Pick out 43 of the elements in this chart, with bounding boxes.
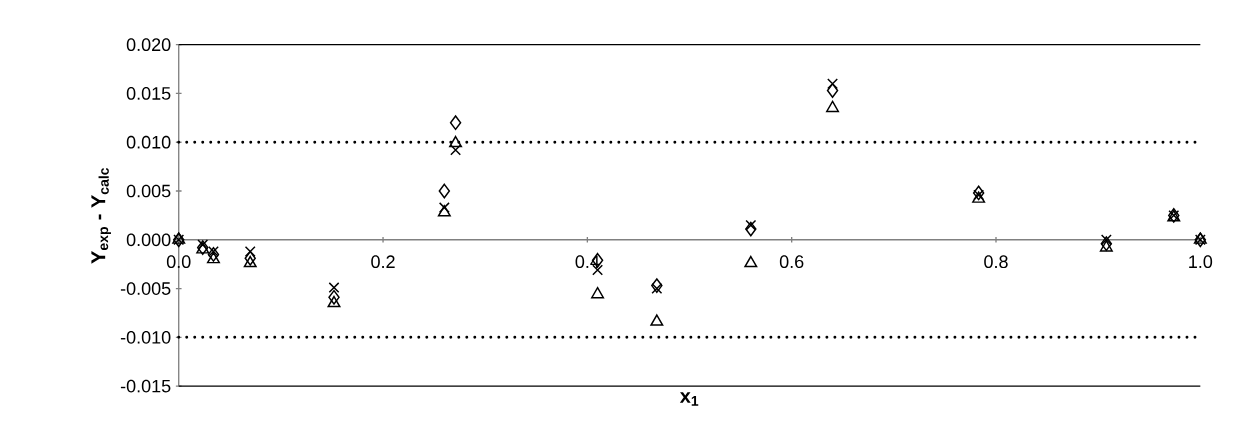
x-tick-label: 0.0 xyxy=(166,255,191,269)
x-tick-label: 0.8 xyxy=(984,255,1008,269)
point xyxy=(328,289,340,305)
point xyxy=(745,219,757,231)
y-tick-label: 0.015 xyxy=(126,87,171,100)
y-tick-label: 0.010 xyxy=(126,135,171,149)
point xyxy=(972,185,985,201)
y-tick-label: -0.015 xyxy=(120,379,171,393)
point xyxy=(243,255,257,268)
point xyxy=(1100,236,1113,252)
point xyxy=(591,286,605,299)
point xyxy=(438,183,451,199)
point xyxy=(651,283,663,294)
point xyxy=(651,278,663,293)
point xyxy=(207,246,220,262)
point xyxy=(328,282,340,293)
point xyxy=(206,251,220,264)
x-tick-label: 0.2 xyxy=(371,255,395,269)
point xyxy=(327,295,341,308)
y-tick-label: -0.005 xyxy=(120,282,171,295)
y-tick-label: 0.005 xyxy=(126,184,171,198)
point xyxy=(827,78,838,90)
text: x$_{1}$ xyxy=(679,392,699,406)
point xyxy=(1099,240,1113,252)
point xyxy=(244,245,256,257)
text: Y$_{exp}$ - Y$_{calc}$ xyxy=(91,167,111,264)
point xyxy=(437,205,451,217)
point xyxy=(745,221,757,237)
y-tick-label: 0.000 xyxy=(126,233,171,247)
y-tick-label: -0.010 xyxy=(120,330,171,344)
y-tick-label: 0.020 xyxy=(126,38,171,51)
point xyxy=(449,115,462,131)
point xyxy=(438,202,450,213)
point xyxy=(744,255,758,268)
point xyxy=(244,250,256,266)
point xyxy=(826,100,840,113)
point xyxy=(650,314,664,326)
point xyxy=(1100,234,1112,246)
point xyxy=(208,245,219,257)
x-tick-label: 1.0 xyxy=(1189,255,1213,269)
x-tick-label: 0.6 xyxy=(779,255,804,269)
point xyxy=(449,135,463,148)
point xyxy=(450,144,462,156)
